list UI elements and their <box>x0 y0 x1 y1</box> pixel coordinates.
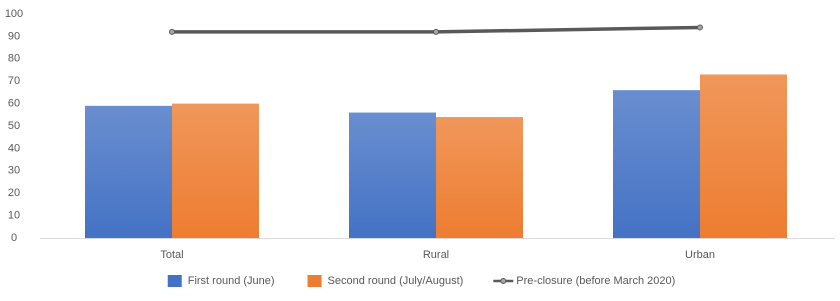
legend-label: First round (June) <box>188 275 275 287</box>
legend-item: First round (June) <box>167 275 275 287</box>
y-tick-label: 60 <box>8 98 20 110</box>
bar <box>700 74 787 238</box>
x-tick-label: Total <box>160 249 183 261</box>
legend-label: Second round (July/August) <box>328 275 464 287</box>
y-tick-label: 100 <box>5 8 23 20</box>
line-marker <box>169 28 175 35</box>
x-tick-label: Urban <box>685 249 715 261</box>
y-tick-label: 20 <box>8 187 20 199</box>
legend-item: Second round (July/August) <box>307 275 464 287</box>
legend-label: Pre-closure (before March 2020) <box>516 275 675 287</box>
y-tick-label: 10 <box>8 210 20 222</box>
bar <box>172 103 259 238</box>
bar <box>436 117 523 238</box>
legend-marker <box>500 278 507 284</box>
y-tick-label: 70 <box>8 75 20 87</box>
y-tick-label: 30 <box>8 165 20 177</box>
legend-swatch <box>307 275 322 287</box>
bar <box>349 112 436 238</box>
line-marker <box>697 24 703 31</box>
y-tick-label: 0 <box>11 232 17 244</box>
y-tick-label: 90 <box>8 30 20 42</box>
legend-swatch <box>167 275 182 287</box>
bar <box>613 90 700 238</box>
y-tick-label: 40 <box>8 142 20 154</box>
y-tick-label: 50 <box>8 120 20 132</box>
x-tick-label: Rural <box>423 249 449 261</box>
legend-item: Pre-closure (before March 2020) <box>493 275 675 287</box>
line-marker <box>433 28 439 35</box>
bar <box>85 105 172 238</box>
y-tick-label: 80 <box>8 53 20 65</box>
